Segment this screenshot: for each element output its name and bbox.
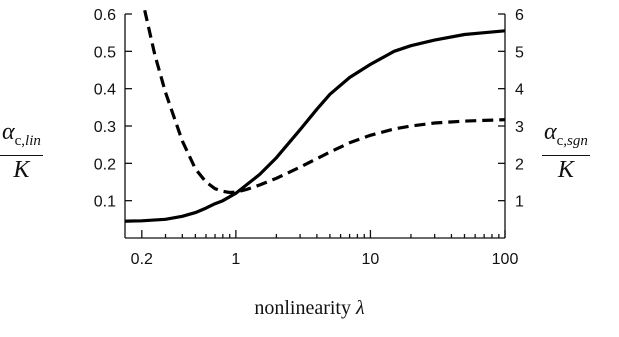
- right-axis-tick-label: 2: [515, 156, 524, 173]
- right-axis-tick-label: 1: [515, 194, 524, 211]
- left-axis-tick-label: 0.6: [94, 7, 116, 24]
- left-axis-tick-label: 0.2: [94, 156, 116, 173]
- left-axis-tick-label: 0.4: [94, 82, 116, 99]
- series-line-dashed: [143, 10, 505, 195]
- left-axis-tick-label: 0.3: [94, 119, 116, 136]
- x-axis-tick-label: 1: [231, 251, 240, 268]
- right-axis-ticks: 1 2 3 4 5 6: [498, 7, 524, 211]
- right-axis-label-denominator: K: [557, 156, 574, 183]
- right-axis-tick-label: 4: [515, 82, 524, 99]
- left-axis-tick-label: 0.1: [94, 194, 116, 211]
- left-axis-label-denominator: K: [13, 156, 30, 183]
- right-axis-tick-label: 5: [515, 44, 524, 61]
- x-axis-tick-label: 10: [362, 251, 380, 268]
- left-axis-label: αc,lin K: [0, 118, 43, 184]
- right-axis-label-numerator: αc,sgn: [542, 118, 590, 156]
- right-axis-tick-label: 3: [515, 119, 524, 136]
- x-axis-label: nonlinearity λ: [254, 297, 365, 319]
- x-axis-tick-label: 100: [492, 251, 519, 268]
- series-group: [125, 10, 505, 223]
- right-axis-tick-label: 6: [515, 7, 524, 24]
- left-axis-ticks: 0.1 0.2 0.3 0.4 0.5 0.6: [94, 7, 132, 211]
- axes: [124, 14, 506, 239]
- right-axis-label: αc,sgn K: [542, 118, 590, 184]
- left-axis-tick-label: 0.5: [94, 44, 116, 61]
- x-axis-ticks: 0.2 1 10 100: [131, 230, 519, 268]
- left-axis-label-numerator: αc,lin: [0, 118, 43, 156]
- series-line-solid: [125, 29, 505, 223]
- x-axis-tick-label: 0.2: [131, 251, 153, 268]
